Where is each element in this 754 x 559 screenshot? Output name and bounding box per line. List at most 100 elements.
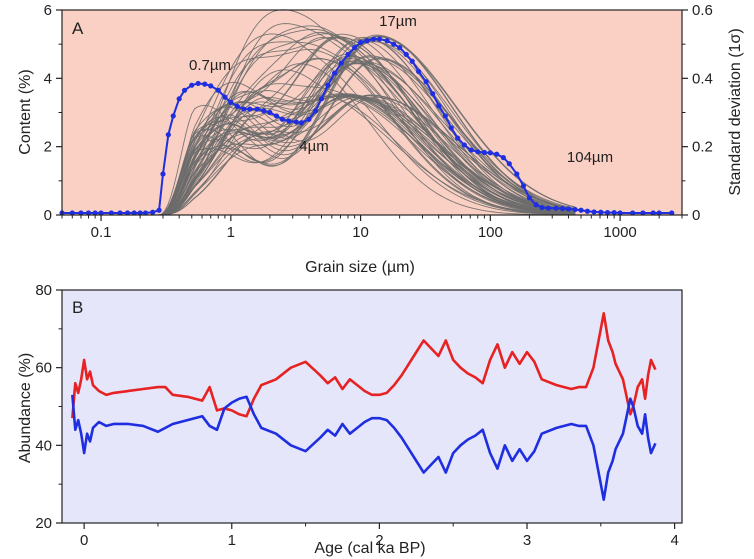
std-deviation-point	[202, 81, 208, 87]
y2-tick-label: 0.2	[692, 139, 713, 156]
annotation-4um: 4µm	[299, 138, 328, 155]
y-tick-label: 40	[35, 437, 52, 454]
std-deviation-point	[403, 51, 409, 58]
x-tick-label: 4	[670, 532, 678, 549]
annotation-0p7um: 0.7µm	[189, 57, 231, 74]
std-deviation-point	[539, 204, 545, 211]
std-deviation-point	[195, 80, 201, 87]
std-deviation-point	[165, 132, 171, 138]
std-deviation-point	[475, 149, 481, 155]
std-deviation-point	[279, 116, 286, 122]
x-tick-label: 0.1	[91, 224, 112, 241]
std-deviation-point	[578, 207, 584, 213]
grain-size-curves	[62, 9, 682, 216]
std-deviation-point	[170, 113, 176, 119]
panel-b-label: B	[72, 298, 83, 317]
std-deviation-point	[293, 119, 299, 125]
std-deviation-point	[117, 210, 123, 216]
std-deviation-point	[98, 210, 104, 216]
std-deviation-point	[254, 106, 260, 112]
std-deviation-point	[545, 205, 551, 211]
std-deviation-point	[461, 142, 467, 148]
panel-a-ylabel: Content (%)	[17, 69, 34, 154]
std-deviation-point	[208, 83, 214, 89]
std-deviation-point	[500, 155, 506, 161]
std-deviation-point	[455, 135, 461, 141]
panel-b-xlabel: Age (cal ka BP)	[314, 540, 425, 557]
std-deviation-point	[468, 147, 474, 153]
grain-size-curve	[159, 90, 576, 216]
std-deviation-point	[124, 210, 131, 216]
grain-size-curve	[159, 23, 576, 216]
std-deviation-point	[669, 210, 675, 216]
std-deviation-point	[630, 210, 636, 216]
std-deviation-point	[142, 210, 149, 216]
std-deviation-point	[416, 68, 422, 75]
y-tick-label: 4	[44, 70, 52, 87]
std-deviation-point	[611, 210, 617, 216]
std-deviation-point	[409, 58, 415, 64]
std-deviation-point	[384, 38, 390, 44]
std-deviation-point	[150, 209, 156, 215]
std-deviation-point	[640, 210, 646, 216]
std-deviation-point	[371, 36, 377, 42]
std-deviation-point	[376, 36, 383, 42]
std-deviation-point	[267, 109, 273, 116]
std-deviation-point	[436, 103, 442, 109]
panel-b-background	[62, 290, 682, 523]
abundance-series	[71, 312, 657, 501]
std-deviation-point	[357, 39, 364, 46]
std-deviation-point	[397, 44, 403, 51]
std-deviation-point	[85, 210, 92, 216]
panel-a-y2label: Standard deviation (1σ)	[727, 28, 744, 195]
std-deviation-point	[286, 118, 292, 124]
grain-size-curve	[159, 56, 576, 216]
std-deviation-point	[189, 82, 195, 88]
annotation-17um: 17µm	[379, 13, 417, 30]
std-deviation-point	[228, 99, 234, 105]
std-deviation-point	[650, 210, 656, 216]
std-deviation-point	[234, 103, 240, 109]
std-deviation-point	[137, 210, 143, 216]
std-deviation-point	[298, 120, 305, 126]
panel-b-ylabel: Abundance (%)	[17, 353, 34, 463]
grain-size-curve	[158, 57, 576, 216]
grain-size-curve	[158, 53, 576, 216]
std-deviation-point	[215, 87, 221, 93]
std-deviation-point	[78, 210, 84, 216]
std-deviation-point	[617, 210, 623, 216]
std-deviation-point	[241, 106, 247, 112]
std-deviation-point	[69, 210, 75, 216]
grain-size-curve	[158, 81, 576, 216]
panel-a-xlabel: Grain size (µm)	[305, 259, 415, 276]
std-deviation-point	[430, 91, 436, 97]
std-deviation-point	[181, 87, 188, 93]
std-deviation-point	[506, 161, 512, 167]
grain-size-curve	[159, 36, 576, 216]
panel-a-label: A	[72, 19, 84, 38]
y-tick-label: 0	[44, 207, 52, 224]
panel-a-background	[62, 10, 682, 215]
panel-a-ticks: 0.1 1 10 100 1000 0 2 4 6 0 0.2 0.4 0.6	[44, 2, 713, 241]
y2-tick-label: 0.4	[692, 70, 713, 87]
y-tick-label: 6	[44, 2, 52, 19]
y-tick-label: 80	[35, 282, 52, 299]
y-tick-label: 20	[35, 515, 52, 532]
std-deviation-point	[338, 60, 344, 66]
std-deviation-point	[318, 96, 325, 102]
x-tick-label: 3	[523, 532, 531, 549]
std-deviation-point	[514, 171, 520, 177]
grain-size-curve	[159, 33, 576, 216]
std-deviation-point	[247, 106, 253, 112]
annotation-104um: 104µm	[567, 149, 613, 166]
abundance-line-blue	[71, 394, 657, 501]
x-tick-label: 100	[478, 224, 503, 241]
std-deviation-point	[487, 150, 493, 156]
std-deviation-point	[273, 113, 280, 119]
std-deviation-point	[131, 210, 137, 216]
std-deviation-point	[520, 183, 527, 189]
grain-size-curve	[159, 91, 576, 216]
std-deviation-point	[442, 113, 448, 119]
